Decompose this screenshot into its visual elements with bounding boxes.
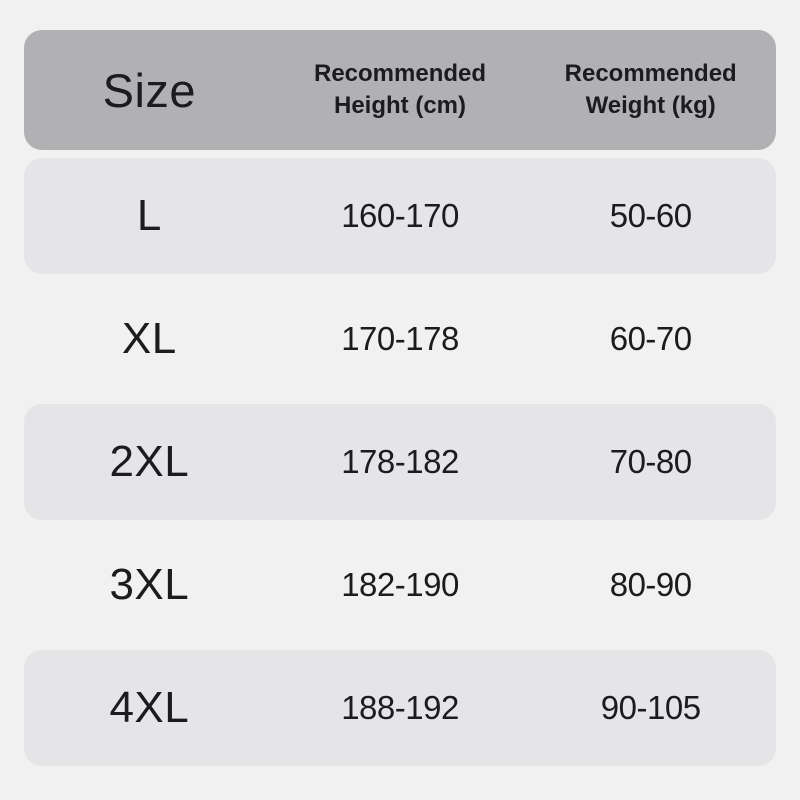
table-row-4xl: 4XL 188-192 90-105: [24, 650, 776, 766]
table-row-l: L 160-170 50-60: [24, 158, 776, 274]
weight-cell: 80-90: [609, 566, 692, 603]
size-cell: XL: [121, 314, 177, 363]
header-recommended-weight: Recommended Weight (kg): [564, 60, 737, 119]
weight-cell: 90-105: [600, 689, 701, 726]
size-cell: 3XL: [109, 560, 190, 609]
height-cell: 170-178: [341, 320, 459, 357]
height-cell: 178-182: [341, 443, 459, 480]
weight-cell: 50-60: [609, 197, 692, 234]
size-chart-header: Size Recommended Height (cm) Recommended…: [24, 30, 776, 150]
weight-cell: 70-80: [609, 443, 692, 480]
table-row-2xl: 2XL 178-182 70-80: [24, 404, 776, 520]
table-row-xl: XL 170-178 60-70: [24, 281, 776, 397]
height-cell: 182-190: [341, 566, 459, 603]
header-recommended-height: Recommended Height (cm): [313, 60, 487, 119]
size-chart-rows: L 160-170 50-60 XL 170-178 60-70 2XL 178…: [0, 150, 800, 766]
height-cell: 188-192: [341, 689, 459, 726]
size-cell: L: [136, 191, 162, 240]
size-cell: 4XL: [109, 683, 190, 732]
weight-cell: 60-70: [609, 320, 692, 357]
table-row-3xl: 3XL 182-190 80-90: [24, 527, 776, 643]
size-cell: 2XL: [109, 437, 190, 486]
height-cell: 160-170: [341, 197, 459, 234]
header-size: Size: [102, 63, 197, 117]
